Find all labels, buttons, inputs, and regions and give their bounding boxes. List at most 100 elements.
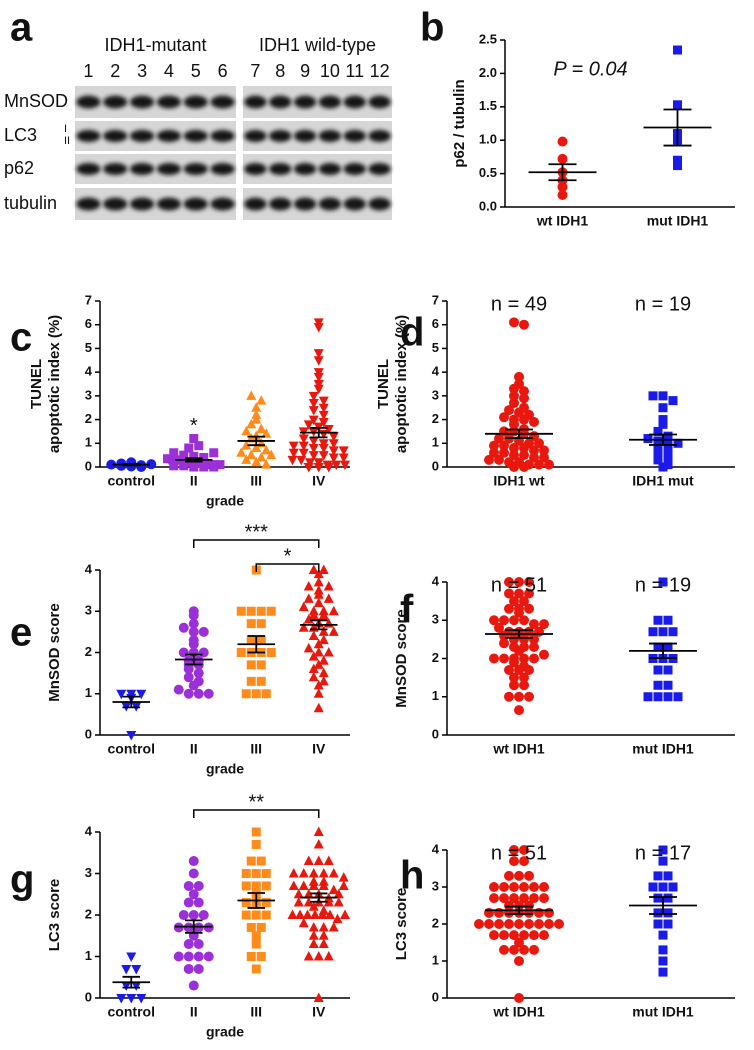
blot-band: [318, 197, 342, 211]
point: [241, 869, 251, 878]
y-tick-label: 3: [85, 387, 92, 402]
point: [519, 596, 529, 607]
point: [310, 909, 320, 919]
point: [121, 981, 132, 992]
point: [313, 688, 324, 698]
point: [653, 436, 663, 446]
point: [514, 607, 524, 618]
point: [298, 880, 309, 890]
point: [303, 855, 314, 866]
point: [509, 680, 519, 691]
point: [484, 919, 494, 929]
point: [554, 919, 564, 929]
point: [529, 893, 539, 904]
point: [519, 393, 529, 404]
point: [246, 418, 257, 429]
n-label: n = 19: [635, 293, 691, 315]
point: [658, 419, 668, 429]
point: [313, 855, 324, 866]
y-tick-label: 0.0: [479, 198, 497, 213]
n-label: n = 51: [491, 574, 547, 596]
point: [209, 462, 219, 472]
x-tick-label: IV: [312, 741, 326, 757]
point: [251, 931, 261, 941]
y-tick-label: 1: [85, 948, 92, 963]
point: [251, 827, 261, 837]
blot-band: [103, 130, 128, 142]
point: [261, 689, 271, 699]
point: [519, 319, 529, 330]
blot-band: [130, 197, 155, 211]
point: [509, 672, 519, 683]
blot-band: [293, 130, 317, 142]
blot-band: [269, 95, 292, 109]
y-tick-label: 6: [85, 316, 92, 331]
point: [246, 952, 256, 961]
point: [653, 665, 663, 675]
point: [188, 910, 199, 920]
point: [534, 907, 544, 918]
error-bar: [310, 426, 328, 439]
point: [509, 317, 519, 328]
lane-label: 5: [191, 61, 201, 81]
lane-label: 4: [164, 61, 174, 81]
point: [524, 664, 534, 675]
error-bar: [649, 896, 677, 915]
point: [251, 881, 261, 891]
point: [643, 434, 653, 444]
point: [653, 680, 663, 690]
point: [529, 944, 539, 955]
point: [261, 910, 271, 920]
point: [261, 428, 272, 438]
point: [323, 897, 334, 907]
point: [318, 880, 329, 890]
panel-label: e: [10, 611, 32, 655]
blot-band: [368, 197, 391, 211]
point: [188, 610, 199, 621]
point: [338, 446, 349, 456]
y-axis-label: LC3 score: [46, 879, 63, 952]
point: [241, 910, 251, 920]
panel-label: b: [420, 6, 444, 50]
point: [519, 856, 529, 867]
point: [509, 856, 519, 867]
y-axis-label: apoptotic index (%): [46, 315, 63, 453]
point: [474, 919, 484, 929]
point: [246, 856, 256, 866]
point: [504, 405, 514, 416]
point: [673, 100, 682, 110]
point: [183, 963, 194, 974]
blot-band: [130, 95, 155, 109]
point: [539, 930, 549, 941]
x-axis-label: grade: [206, 761, 244, 777]
point: [179, 461, 189, 471]
blot-band: [210, 197, 235, 211]
point: [529, 634, 539, 645]
point: [188, 639, 199, 650]
point: [494, 919, 504, 929]
point: [203, 951, 214, 962]
point: [136, 994, 147, 1004]
point: [308, 868, 319, 878]
point: [288, 868, 299, 878]
point: [499, 930, 509, 941]
lane-label: 11: [345, 61, 364, 81]
point: [146, 459, 157, 470]
point: [519, 680, 529, 691]
point: [318, 921, 329, 932]
y-axis-label: TUNEL: [375, 359, 392, 409]
p-value: P = 0.04: [553, 58, 627, 80]
point: [256, 660, 266, 670]
point: [313, 838, 324, 849]
point: [318, 396, 329, 407]
group-label: IDH1 wild-type: [259, 35, 376, 55]
x-axis-label: grade: [206, 1024, 244, 1040]
lane-label: 1: [83, 61, 93, 81]
point: [193, 897, 204, 908]
point: [658, 403, 668, 413]
y-axis-label: apoptotic index (%): [393, 315, 410, 453]
point: [251, 839, 261, 849]
point: [318, 626, 329, 636]
blot-band: [368, 130, 391, 142]
point: [298, 448, 309, 459]
